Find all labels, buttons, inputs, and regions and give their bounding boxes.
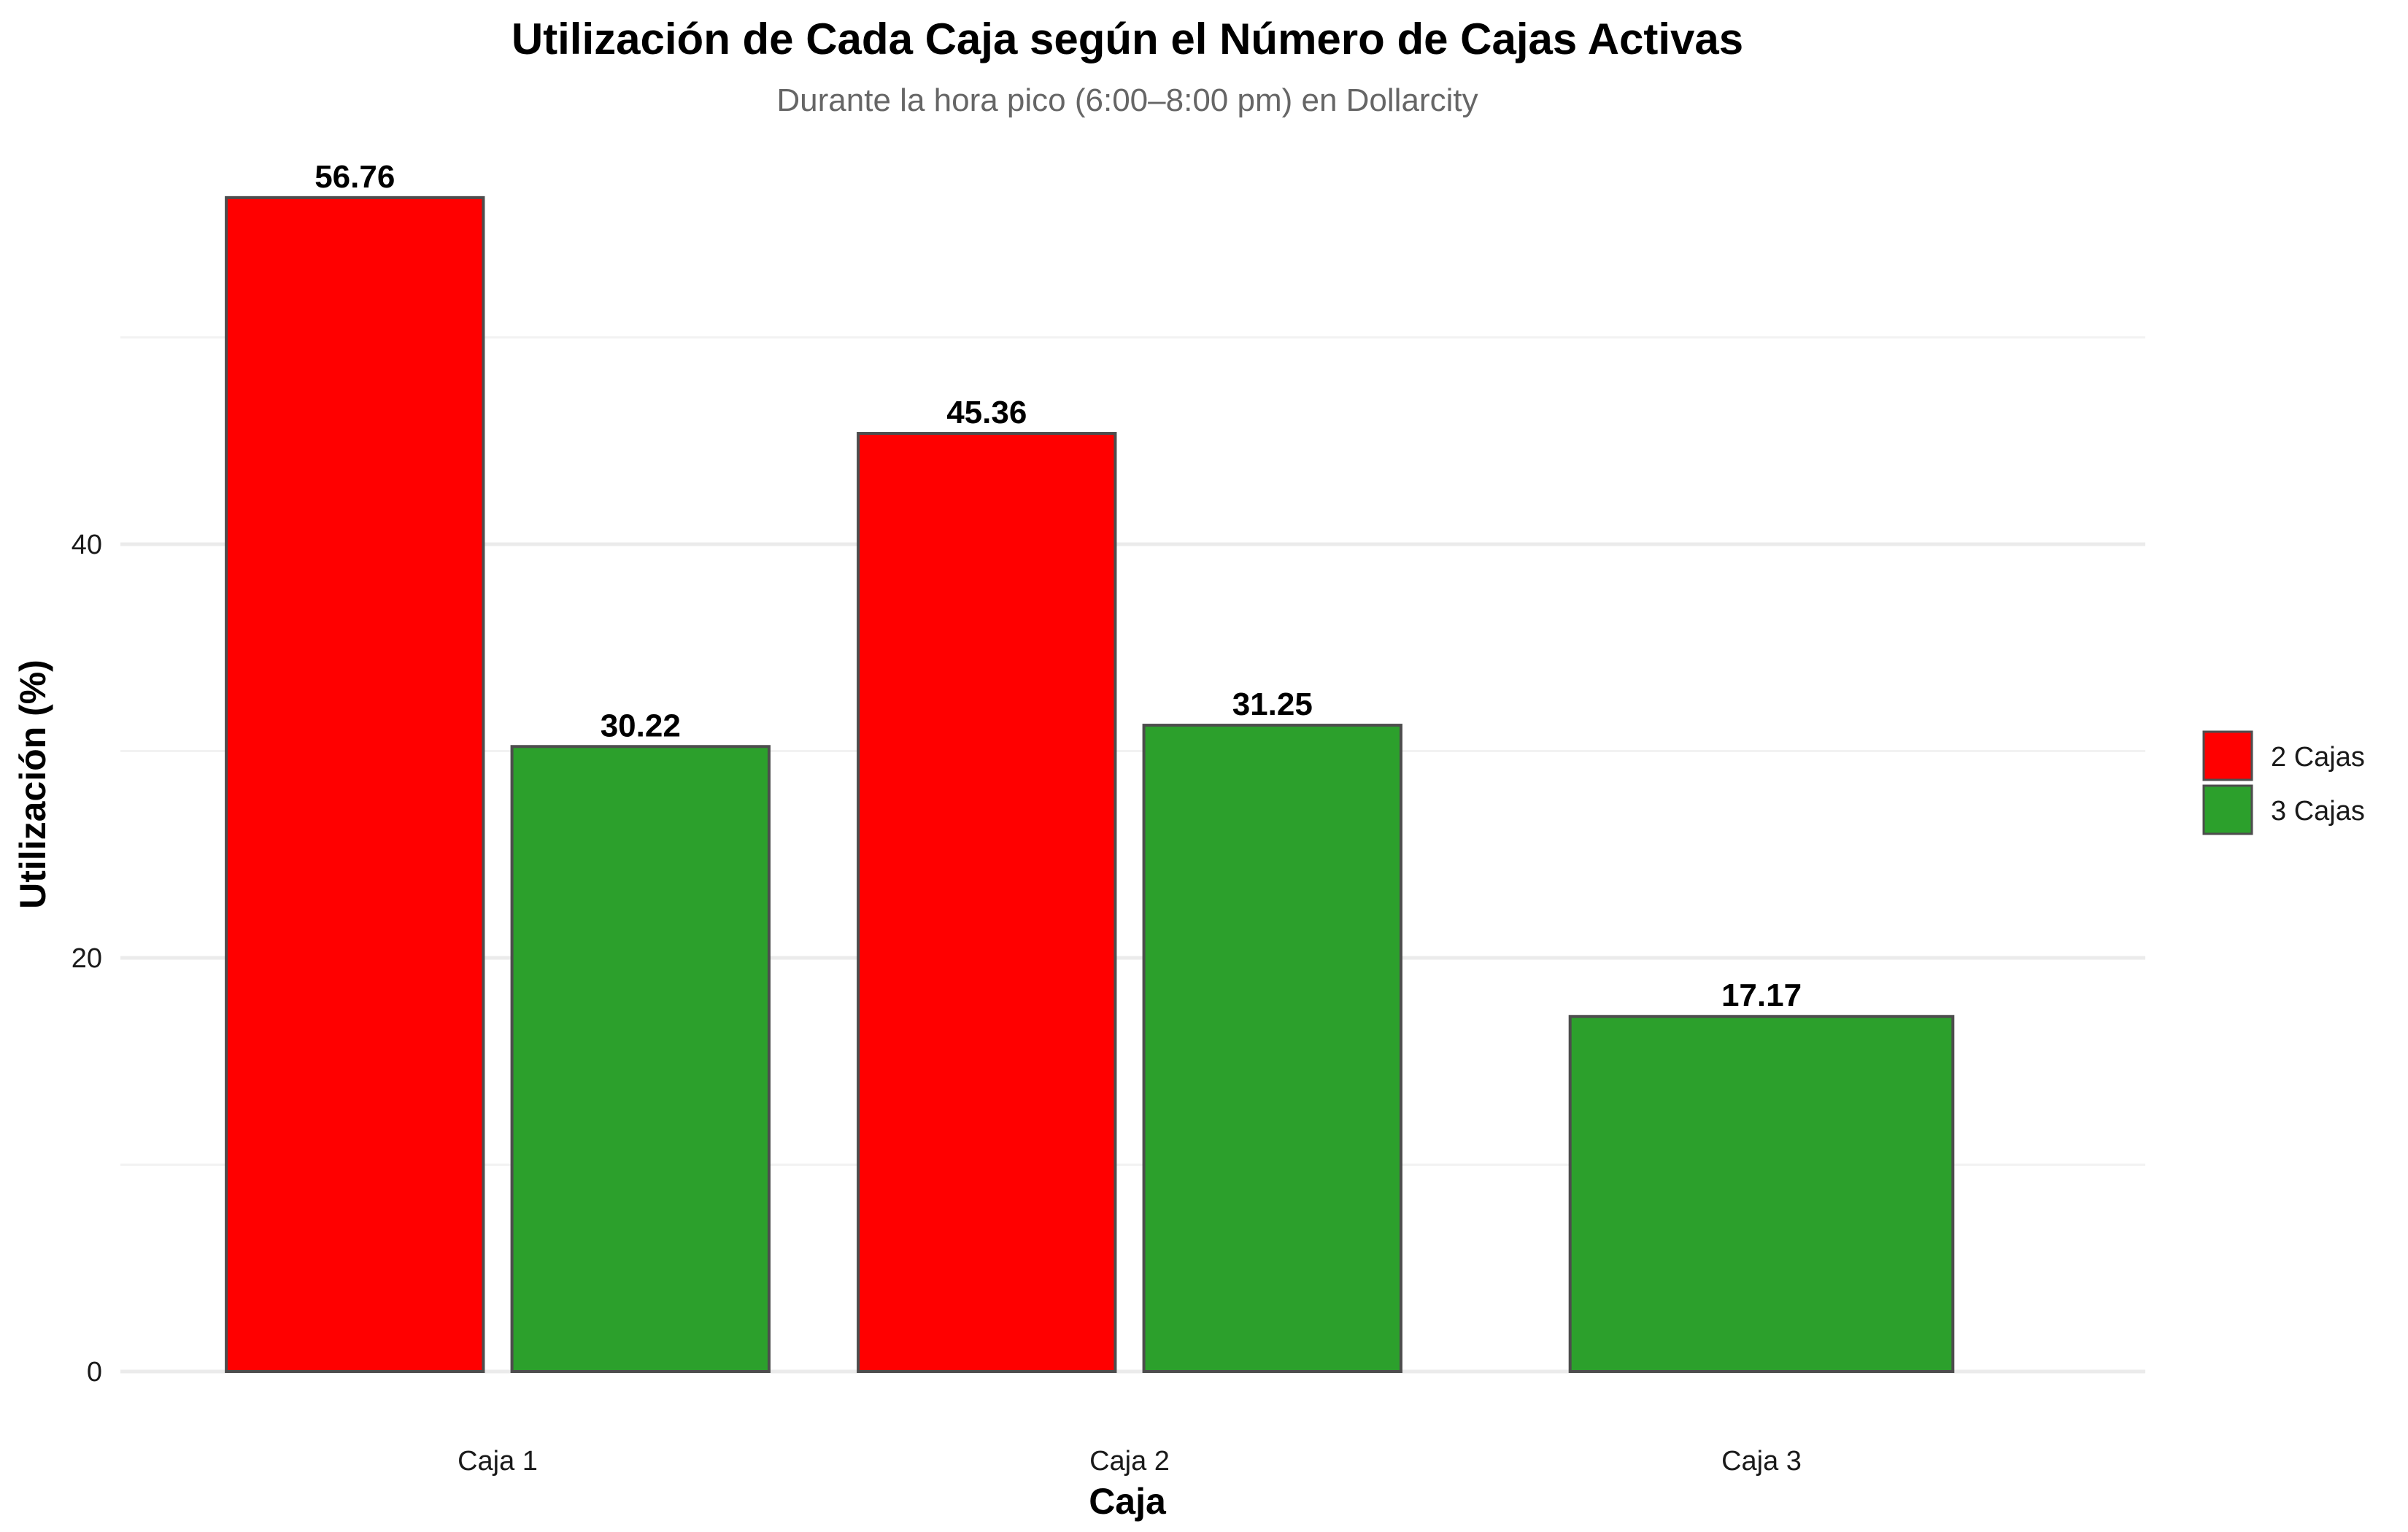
y-tick-label: 20 <box>72 943 102 974</box>
legend-label: 2 Cajas <box>2271 742 2365 773</box>
legend-swatch <box>2202 730 2253 781</box>
legend: 2 Cajas 3 Cajas <box>2202 730 2365 835</box>
x-axis-title: Caja <box>1089 1481 1167 1522</box>
legend-swatch <box>2202 784 2253 835</box>
bars <box>225 196 1955 1374</box>
x-tick-labels: Caja 1 Caja 2 Caja 3 <box>458 1446 1802 1477</box>
bar-caja-3-3-cajas <box>1568 1015 1955 1373</box>
x-tick-label: Caja 3 <box>1721 1446 1802 1477</box>
bar-caja-1-3-cajas <box>510 745 771 1373</box>
data-label: 30.22 <box>601 708 681 743</box>
data-label: 45.36 <box>946 395 1027 430</box>
bar-caja-1-2-cajas <box>225 196 485 1373</box>
y-tick-label: 0 <box>87 1357 102 1388</box>
data-label: 56.76 <box>314 159 395 195</box>
y-axis-title: Utilización (%) <box>12 659 53 909</box>
data-label: 17.17 <box>1721 978 1802 1013</box>
data-labels: 56.76 30.22 45.36 31.25 17.17 <box>314 159 1802 1013</box>
chart-title: Utilización de Cada Caja según el Número… <box>512 15 1743 63</box>
x-tick-label: Caja 1 <box>458 1446 538 1477</box>
legend-label: 3 Cajas <box>2271 796 2365 827</box>
y-tick-label: 40 <box>72 530 102 560</box>
bar-caja-2-3-cajas <box>1142 724 1402 1373</box>
chart-subtitle: Durante la hora pico (6:00–8:00 pm) en D… <box>776 82 1478 118</box>
y-tick-labels: 0 20 40 <box>72 530 102 1388</box>
bar-caja-2-2-cajas <box>857 432 1117 1374</box>
data-label: 31.25 <box>1232 686 1313 722</box>
x-tick-label: Caja 2 <box>1089 1446 1170 1477</box>
